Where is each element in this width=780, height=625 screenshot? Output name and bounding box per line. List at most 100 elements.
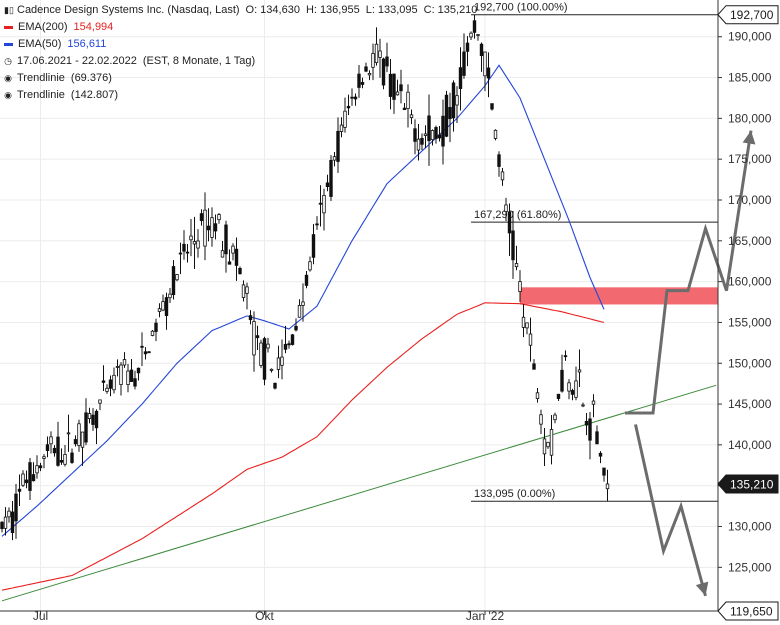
candle [112,367,116,394]
candle [262,336,267,386]
chart-legend: ▮▯ Cadence Design Systems Inc. (Nasdaq, … [4,2,477,104]
candle-body [308,261,312,271]
legend-trend2-row: ◉ Trendlinie (142.807) [4,87,477,104]
candle [101,365,106,392]
candle [189,218,193,257]
candle [210,207,214,247]
candle-body [322,195,326,214]
x-tick-label: Jul [33,609,48,623]
candle [374,27,379,66]
candle [115,359,120,377]
candle-body [297,305,302,318]
candle-body [87,413,92,419]
candle-body [252,321,256,356]
candle [518,270,522,303]
candle-body [553,414,557,421]
candle [24,470,29,489]
candle [10,501,15,541]
candle-body [220,250,225,258]
candle-body [294,325,298,331]
candle [301,283,305,322]
candle [406,84,410,128]
candle-body [175,274,179,281]
candle [175,273,179,282]
candle-body [276,357,281,370]
candle-body [238,268,242,275]
candle-body [231,245,235,254]
ema50-value: 156,611 [67,38,107,50]
candle [220,240,225,258]
candle [483,51,487,92]
candle [287,340,291,349]
candle-body [336,130,340,162]
candle-body [105,387,109,392]
candle-body [357,73,361,88]
candle-body [493,129,498,139]
candle [59,448,64,465]
candle [458,47,463,111]
candle [52,445,57,457]
candle [248,310,253,325]
candle [486,52,491,98]
candle-body [140,345,144,348]
target-icon: ◉ [4,73,12,83]
candle-body [598,452,603,457]
candle [584,413,589,436]
candle [196,229,200,258]
candle [154,318,158,342]
candle-body [38,465,43,469]
candle [227,249,232,265]
candle-body [483,51,487,77]
candle-body [161,301,165,311]
candle-body [273,382,277,389]
candle [178,242,183,275]
candle-body [343,110,347,128]
candle [21,470,25,488]
candle-body [469,32,473,38]
ema50-label: EMA(50) [18,38,62,50]
candle [465,36,470,67]
candle-body [364,66,368,72]
candle-body [521,316,526,328]
candle [259,339,263,369]
candle [147,351,151,354]
candle [143,347,148,360]
candle [49,431,53,454]
candle [84,398,88,446]
y-tick-label: 185,000 [728,71,772,85]
candle-body [500,171,505,181]
candle [3,507,8,536]
candle [241,280,246,302]
candle-body [49,436,53,445]
candle [66,414,71,452]
moving-averages [1,64,605,591]
candle [119,362,123,396]
candle [413,119,417,155]
candle [357,64,361,98]
candle-body [126,370,130,385]
instrument-title: Cadence Design Systems Inc. (Nasdaq, Las… [17,4,240,16]
trendlines [1,384,717,602]
candle [269,368,274,373]
candle [570,388,575,401]
candle [511,211,515,279]
candle-body [234,248,239,266]
candle [462,33,466,79]
candle [182,230,186,260]
candle [329,155,333,201]
legend-period-row: ◷ 17.06.2021 - 22.02.2022 (EST, 8 Monate… [4,53,477,70]
candle-body [290,334,295,345]
candle [395,79,400,96]
candle [38,462,43,472]
candle-body [577,369,582,373]
y-tick-label: 150,000 [728,356,772,370]
candle [168,287,172,303]
candle [157,303,162,318]
candle [479,42,484,72]
scenario-arrow-down [634,424,707,597]
candle-body [283,343,288,350]
candle-body [189,235,193,241]
candle-body [31,474,36,482]
candle-body [154,322,158,332]
candle [234,237,239,281]
